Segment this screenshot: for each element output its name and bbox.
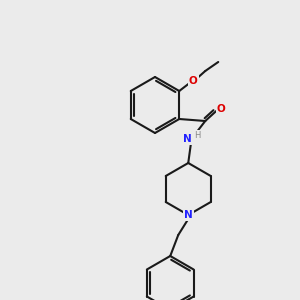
Text: N: N (183, 134, 192, 144)
Text: O: O (217, 104, 226, 114)
Text: N: N (184, 210, 193, 220)
Text: H: H (194, 130, 200, 140)
Text: O: O (189, 76, 198, 86)
